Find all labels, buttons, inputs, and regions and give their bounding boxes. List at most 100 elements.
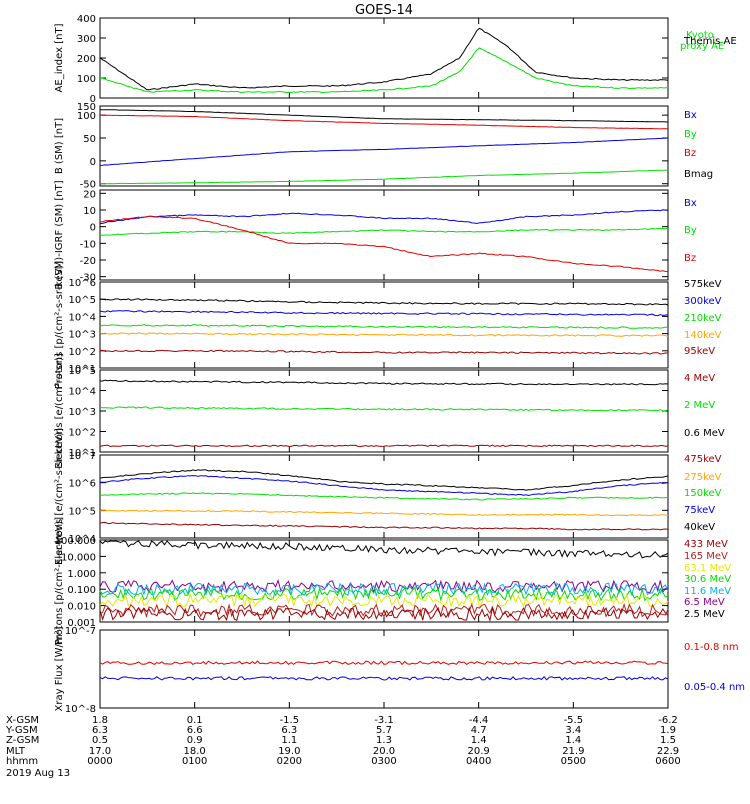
legend-entry: 0.6 MeV xyxy=(684,428,725,439)
y-tick-label: 0 xyxy=(90,157,96,168)
ephemeris-value: 4.7 xyxy=(471,725,487,736)
ephemeris-row-label: MLT xyxy=(6,746,26,757)
panel-7: 100.000 10.000 1.000 0.100 0.010 0.001Protons… xyxy=(54,517,731,645)
ephemeris-value: 0500 xyxy=(561,756,586,767)
legend-entry: 575keV xyxy=(684,279,722,290)
ephemeris-value: 20.9 xyxy=(468,746,490,757)
panel-frame xyxy=(99,105,669,187)
series-line-475kev xyxy=(99,521,669,531)
y-tick-label: 50 xyxy=(83,134,96,145)
y-axis-label: Xray Flux [W/m²] xyxy=(54,626,65,711)
ephemeris-value: 0400 xyxy=(466,756,491,767)
ephemeris-value: -5.5 xyxy=(564,715,584,726)
series-line-40kev xyxy=(99,469,669,491)
series-line-bx xyxy=(99,209,669,225)
legend-entry: Bz xyxy=(684,148,696,159)
ephemeris-row-label: X-GSM xyxy=(6,715,39,726)
legend-entry: By xyxy=(684,225,697,236)
ephemeris-value: 0300 xyxy=(371,756,396,767)
ephemeris-value: 17.0 xyxy=(89,746,111,757)
panel-frame xyxy=(99,281,669,369)
series-line-2-5-mev xyxy=(99,540,669,559)
legend-entry: Bx xyxy=(684,110,697,121)
y-tick-label: 0.010 xyxy=(67,602,96,613)
series-line-bz xyxy=(99,215,669,272)
legend-entry: 4 MeV xyxy=(684,373,715,384)
legend-entry: 40keV xyxy=(684,522,715,533)
y-tick-label: 10^4 xyxy=(69,534,96,545)
legend-entry: 0.05-0.4 nm xyxy=(684,682,745,693)
series-line-0-05-0-4-nm xyxy=(99,676,669,681)
legend-entry: By xyxy=(684,129,697,140)
ephemeris-row-label: Z-GSM xyxy=(6,735,39,746)
ephemeris-value: 1.8 xyxy=(92,715,108,726)
series-line-kyoto-proxy-ae xyxy=(99,47,669,94)
series-line-0-1-0-8-nm xyxy=(99,660,669,666)
legend-entry: 0.1-0.8 nm xyxy=(684,642,739,653)
ephemeris-date: 2019 Aug 13 xyxy=(6,768,70,779)
ephemeris-value: 1.3 xyxy=(376,735,392,746)
panel-4: 10^6 10^5 10^4 10^3 10^2 10^1 Protons [p/(cm²-… xyxy=(54,261,722,389)
series-line-by xyxy=(99,169,669,185)
ephemeris-value: 0200 xyxy=(277,756,302,767)
ephemeris-value: 1.4 xyxy=(565,735,581,746)
ephemeris-value: 0100 xyxy=(182,756,207,767)
series-line-300kev xyxy=(99,310,669,317)
y-tick-label: 150 xyxy=(77,102,96,113)
ephemeris-row-label: hhmm xyxy=(6,756,38,767)
panel-frame xyxy=(99,189,669,281)
legend-entry: 210keV xyxy=(684,313,722,324)
series-line-75kev xyxy=(99,475,669,497)
legend-entry: 6.5 MeV xyxy=(684,597,725,608)
legend-entry: 75keV xyxy=(684,505,715,516)
y-tick-label: 200 xyxy=(77,54,96,65)
y-tick-label: 10^-8 xyxy=(65,704,96,715)
ephemeris-value: 18.0 xyxy=(184,746,206,757)
legend-entry: 140keV xyxy=(684,330,722,341)
y-axis-label: Protons [p/(cm²-s-sr-keV)] xyxy=(54,517,65,645)
ephemeris-value: -1.5 xyxy=(280,715,300,726)
ephemeris-value: 20.0 xyxy=(373,746,395,757)
ephemeris-value: 0600 xyxy=(655,756,680,767)
y-axis-label: AE_index [nT] xyxy=(54,23,65,92)
y-tick-label: 10^2 xyxy=(69,347,96,358)
legend-entry: 11.6 MeV xyxy=(684,586,731,597)
series-line-2-mev xyxy=(99,406,669,412)
y-tick-label: 1.000 xyxy=(67,569,96,580)
ephemeris-value: 0.5 xyxy=(92,735,108,746)
legend-entry: 63.1 MeV xyxy=(684,563,731,574)
series-line-bz xyxy=(99,114,668,130)
panel-5: 10^5 10^4 10^3 10^2 10^1 Electrons [e/(cm²-s-… xyxy=(54,353,725,469)
legend-entry: 2 MeV xyxy=(684,400,715,411)
y-axis-label: Electrons [e/(cm²-s-sr-keV)] xyxy=(54,428,65,565)
legend-entry: 165 MeV xyxy=(684,551,728,562)
series-line-by xyxy=(99,227,669,236)
ephemeris-value: 5.7 xyxy=(376,725,392,736)
y-tick-label: 10^5 xyxy=(69,366,96,377)
panel-frame xyxy=(99,454,669,539)
ephemeris-value: -3.1 xyxy=(374,715,394,726)
y-tick-label: 10.000 xyxy=(61,552,96,563)
ephemeris-value: 0.9 xyxy=(187,735,203,746)
y-axis-label: Protons [p/(cm²-s-sr-keV)] xyxy=(54,261,65,389)
y-tick-label: 10^6 xyxy=(69,278,96,289)
legend-entry: Bx xyxy=(684,198,697,209)
ephemeris-value: 0.1 xyxy=(187,715,203,726)
ephemeris-value: -6.2 xyxy=(658,715,678,726)
legend-entry: 95keV xyxy=(684,346,715,357)
ephemeris-value: 6.3 xyxy=(281,725,297,736)
y-tick-label: 10^3 xyxy=(69,407,96,418)
y-tick-label: 10^2 xyxy=(69,428,96,439)
series-line-63-1-mev xyxy=(99,592,669,609)
legend-entry: Bmag xyxy=(684,169,713,180)
y-tick-label: 20 xyxy=(83,189,96,200)
ephemeris-value: 6.6 xyxy=(187,725,203,736)
ephemeris-value: 1.1 xyxy=(281,735,297,746)
ephemeris-value: 3.4 xyxy=(565,725,581,736)
series-line-275kev xyxy=(99,509,669,517)
legend-entry: 433 MeV xyxy=(684,539,728,550)
y-tick-label: 10^3 xyxy=(69,330,96,341)
